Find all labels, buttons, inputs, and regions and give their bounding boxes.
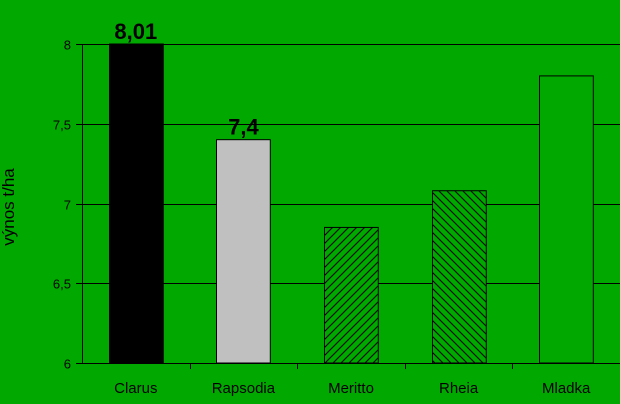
x-tick-label: Rheia: [439, 380, 479, 397]
axes: 6 6,5 7 7,5 8: [53, 38, 620, 372]
x-tick-label: Clarus: [114, 380, 157, 397]
y-tick-label: 6: [64, 357, 71, 372]
labels: Clarus 8,01 Rapsodia 7,4 Meritto Rheia Mladka: [114, 19, 591, 397]
data-label: 8,01: [114, 19, 157, 44]
y-tick-label: 8: [64, 38, 71, 53]
bar-mladka: [539, 75, 594, 364]
x-tick-label: Rapsodia: [212, 380, 276, 397]
bars: [109, 43, 594, 364]
y-axis-label: výnos t/ha: [0, 168, 18, 246]
bar-rheia: [432, 190, 487, 364]
bar-clarus: [109, 43, 164, 364]
data-label: 7,4: [228, 115, 259, 140]
bar-meritto: [324, 226, 379, 364]
y-tick-label: 7: [64, 198, 71, 213]
y-tick-label: 6,5: [53, 277, 71, 292]
bar-rapsodia: [216, 139, 271, 364]
x-tick-label: Meritto: [328, 380, 374, 397]
x-tick-label: Mladka: [542, 380, 591, 397]
y-tick-label: 7,5: [53, 118, 71, 133]
